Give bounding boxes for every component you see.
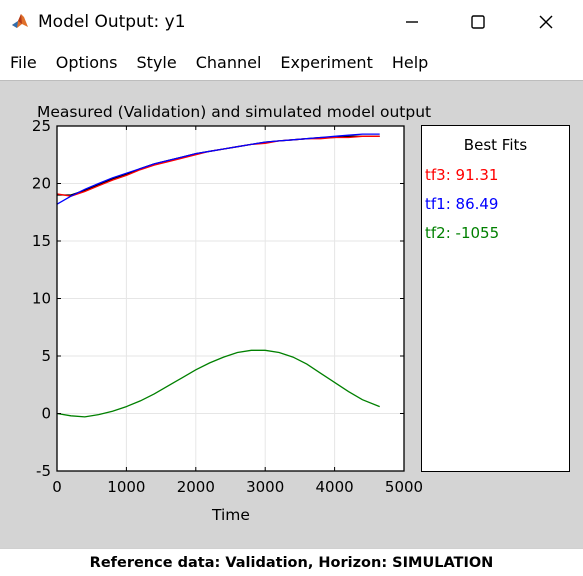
menu-help[interactable]: Help [391,52,429,72]
close-icon[interactable] [531,8,561,36]
x-tick-label: 0 [52,478,62,496]
matlab-icon [10,11,30,31]
y-tick-label: 5 [41,347,51,365]
menu-channel[interactable]: Channel [195,52,262,72]
legend-entry-tf1[interactable]: tf1: 86.49 [425,195,499,213]
menu-experiment[interactable]: Experiment [280,52,373,72]
y-tick-label: 15 [32,232,51,250]
x-tick-label: 1000 [107,478,145,496]
legend-entry-tf3[interactable]: tf3: 91.31 [425,166,499,184]
menu-style[interactable]: Style [136,52,177,72]
window-title-bar: Model Output: y1 [0,0,583,44]
series-line-tf2 [56,349,380,418]
y-tick-label: 0 [41,405,51,423]
x-tick-label: 4000 [316,478,354,496]
status-bar: Reference data: Validation, Horizon: SIM… [0,548,583,576]
legend-entry-tf2[interactable]: tf2: -1055 [425,224,500,242]
best-fits-title: Best Fits [463,136,528,154]
y-tick-label: 10 [32,290,51,308]
plot-title: Measured (Validation) and simulated mode… [37,103,432,121]
minimize-icon[interactable] [397,8,427,36]
x-tick-label: 5000 [385,478,423,496]
menu-bar: File Options Style Channel Experiment He… [0,44,583,80]
y-tick-label: 25 [32,117,51,135]
best-fits-panel: Best Fits tf3: 91.31 tf1: 86.49 tf2: -10… [421,125,570,472]
menu-file[interactable]: File [10,52,37,72]
y-tick-label: -5 [36,462,51,480]
status-text: Reference data: Validation, Horizon: SIM… [89,555,494,571]
x-axis-label: Time [212,506,250,524]
maximize-icon[interactable] [463,8,493,36]
y-tick-label: 20 [32,175,51,193]
x-tick-label: 2000 [177,478,215,496]
menu-options[interactable]: Options [55,52,118,72]
series-line-tf1 [56,133,380,205]
x-tick-label: 3000 [246,478,284,496]
window-title: Model Output: y1 [38,12,186,32]
